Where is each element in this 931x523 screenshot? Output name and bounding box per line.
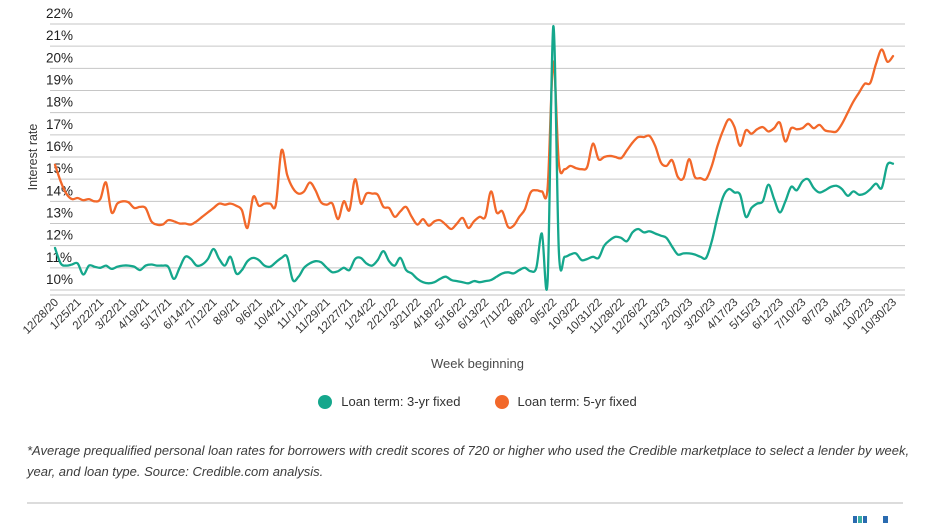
chart-legend: Loan term: 3-yr fixed Loan term: 5-yr fi… [50,394,905,409]
x-axis-title: Week beginning [431,356,524,371]
logo-square [853,516,857,523]
svg-text:17%: 17% [46,117,73,132]
footnote: *Average prequalified personal loan rate… [27,443,910,480]
svg-text:12%: 12% [46,228,73,243]
svg-text:22%: 22% [46,6,73,21]
legend-label-5yr: Loan term: 5-yr fixed [517,394,637,409]
svg-text:15%: 15% [46,161,73,176]
loan-rates-line-chart: 10%11%12%13%14%15%16%17%18%19%20%21%22%I… [21,6,905,337]
legend-label-3yr: Loan term: 3-yr fixed [341,394,461,409]
legend-dot-5yr-icon [494,394,509,409]
legend-dot-3yr-icon [318,394,333,409]
legend-item-5yr-fixed: Loan term: 5-yr fixed [494,394,637,409]
svg-text:18%: 18% [46,95,73,110]
logo-square [863,516,867,523]
logo-square [883,516,888,523]
svg-text:13%: 13% [46,206,73,221]
svg-text:Interest rate: Interest rate [26,124,40,191]
svg-text:21%: 21% [46,28,73,43]
logo-square [858,516,862,523]
svg-text:19%: 19% [46,73,73,88]
svg-text:20%: 20% [46,50,73,65]
bottom-divider [27,502,903,504]
partial-logo [853,516,913,523]
svg-text:16%: 16% [46,139,73,154]
svg-text:10%: 10% [46,272,73,287]
legend-item-3yr-fixed: Loan term: 3-yr fixed [318,394,461,409]
